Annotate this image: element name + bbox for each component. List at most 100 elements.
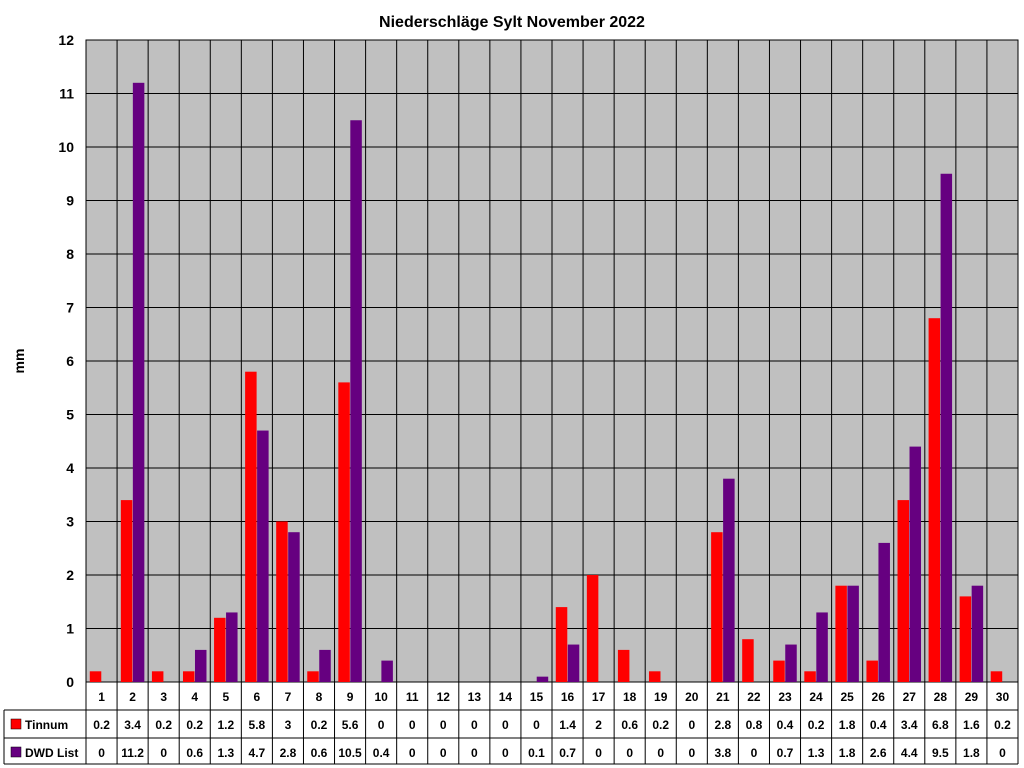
table-cell: 0.1 xyxy=(528,746,545,760)
table-cell: 0 xyxy=(502,718,509,732)
table-cell: 0.6 xyxy=(186,746,203,760)
table-cell: 0 xyxy=(595,746,602,760)
y-tick-label: 0 xyxy=(66,674,74,690)
category-label: 22 xyxy=(747,690,761,704)
y-tick-label: 12 xyxy=(58,32,74,48)
table-cell: 1.8 xyxy=(963,746,980,760)
table-cell: 0 xyxy=(378,718,385,732)
bar-tinnum-26 xyxy=(866,660,878,682)
category-label: 6 xyxy=(254,690,261,704)
bar-tinnum-30 xyxy=(990,671,1003,682)
table-cell: 0 xyxy=(688,718,695,732)
y-axis-label: mm xyxy=(11,349,27,374)
table-cell: 2 xyxy=(595,718,602,732)
category-label: 9 xyxy=(347,690,354,704)
bar-tinnum-9 xyxy=(338,382,350,682)
category-label: 2 xyxy=(129,690,136,704)
category-label: 27 xyxy=(903,690,917,704)
table-cell: 0.2 xyxy=(311,718,328,732)
table-cell: 1.8 xyxy=(839,746,856,760)
table-cell: 0.4 xyxy=(777,718,794,732)
legend-swatch-tinnum xyxy=(10,718,22,730)
table-cell: 10.5 xyxy=(338,746,362,760)
table-cell: 0.4 xyxy=(373,746,390,760)
category-label: 21 xyxy=(716,690,730,704)
table-cell: 0.2 xyxy=(155,718,172,732)
bars xyxy=(89,82,1003,683)
bar-tinnum-22 xyxy=(742,639,754,682)
bar-dwd-list-27 xyxy=(909,446,922,682)
table-cell: 4.4 xyxy=(901,746,918,760)
category-label: 13 xyxy=(468,690,482,704)
table-cell: 0.2 xyxy=(808,718,825,732)
category-label: 12 xyxy=(437,690,451,704)
bar-tinnum-28 xyxy=(928,318,941,682)
table-cell: 0.2 xyxy=(93,718,110,732)
category-label: 3 xyxy=(160,690,167,704)
table-cell: 11.2 xyxy=(121,746,144,760)
bar-tinnum-1 xyxy=(89,671,102,682)
bar-dwd-list-16 xyxy=(567,644,580,682)
table-cell: 0 xyxy=(440,746,447,760)
y-tick-label: 7 xyxy=(66,300,74,316)
table-cell: 0 xyxy=(409,718,416,732)
bar-dwd-list-29 xyxy=(971,585,984,682)
category-label: 23 xyxy=(778,690,792,704)
legend-label: DWD List xyxy=(25,746,78,760)
table-cell: 0 xyxy=(471,746,478,760)
table-cell: 3.8 xyxy=(715,746,732,760)
table-cell: 0.2 xyxy=(186,718,203,732)
table-cell: 0 xyxy=(440,718,447,732)
table-cell: 0.7 xyxy=(777,746,794,760)
table-cell: 5.6 xyxy=(342,718,359,732)
bar-tinnum-5 xyxy=(214,617,226,682)
y-tick-label: 2 xyxy=(66,567,74,583)
bar-tinnum-19 xyxy=(648,671,661,682)
table-cell: 0.8 xyxy=(746,718,763,732)
table-cell: 1.6 xyxy=(963,718,980,732)
bar-dwd-list-5 xyxy=(226,612,238,682)
table-cell: 0.6 xyxy=(311,746,328,760)
category-label: 5 xyxy=(222,690,229,704)
bar-tinnum-4 xyxy=(182,671,195,682)
category-label: 11 xyxy=(406,690,419,704)
table-cell: 1.3 xyxy=(808,746,825,760)
bar-tinnum-3 xyxy=(151,671,164,682)
category-label: 14 xyxy=(499,690,513,704)
y-tick-label: 11 xyxy=(59,86,74,102)
table-cell: 0 xyxy=(626,746,633,760)
bar-dwd-list-8 xyxy=(319,649,331,682)
category-label: 1 xyxy=(98,690,105,704)
bar-dwd-list-2 xyxy=(132,82,145,683)
bar-dwd-list-21 xyxy=(723,478,735,682)
category-label: 8 xyxy=(316,690,323,704)
bar-tinnum-6 xyxy=(245,371,257,682)
table-cell: 0.2 xyxy=(994,718,1011,732)
table-cell: 9.5 xyxy=(932,746,949,760)
category-label: 16 xyxy=(561,690,575,704)
bar-tinnum-2 xyxy=(120,500,133,682)
table-cell: 2.8 xyxy=(280,746,297,760)
category-label: 18 xyxy=(623,690,637,704)
table-cell: 0.2 xyxy=(652,718,669,732)
table-cell: 0 xyxy=(751,746,758,760)
bar-dwd-list-9 xyxy=(350,120,362,682)
table-cell: 0 xyxy=(999,746,1006,760)
category-label: 15 xyxy=(530,690,544,704)
bar-tinnum-8 xyxy=(307,671,319,682)
bar-dwd-list-24 xyxy=(816,612,828,682)
bar-tinnum-25 xyxy=(835,585,847,682)
table-cell: 0 xyxy=(160,746,167,760)
table-cell: 0 xyxy=(688,746,695,760)
table-cell: 1.2 xyxy=(217,718,234,732)
table-cell: 0 xyxy=(98,746,105,760)
bar-tinnum-18 xyxy=(617,649,630,682)
category-label: 7 xyxy=(285,690,292,704)
bar-dwd-list-4 xyxy=(194,649,207,682)
bar-tinnum-16 xyxy=(555,607,568,682)
table-cell: 0.4 xyxy=(870,718,887,732)
table-cell: 2.8 xyxy=(715,718,732,732)
bar-tinnum-27 xyxy=(897,500,910,682)
